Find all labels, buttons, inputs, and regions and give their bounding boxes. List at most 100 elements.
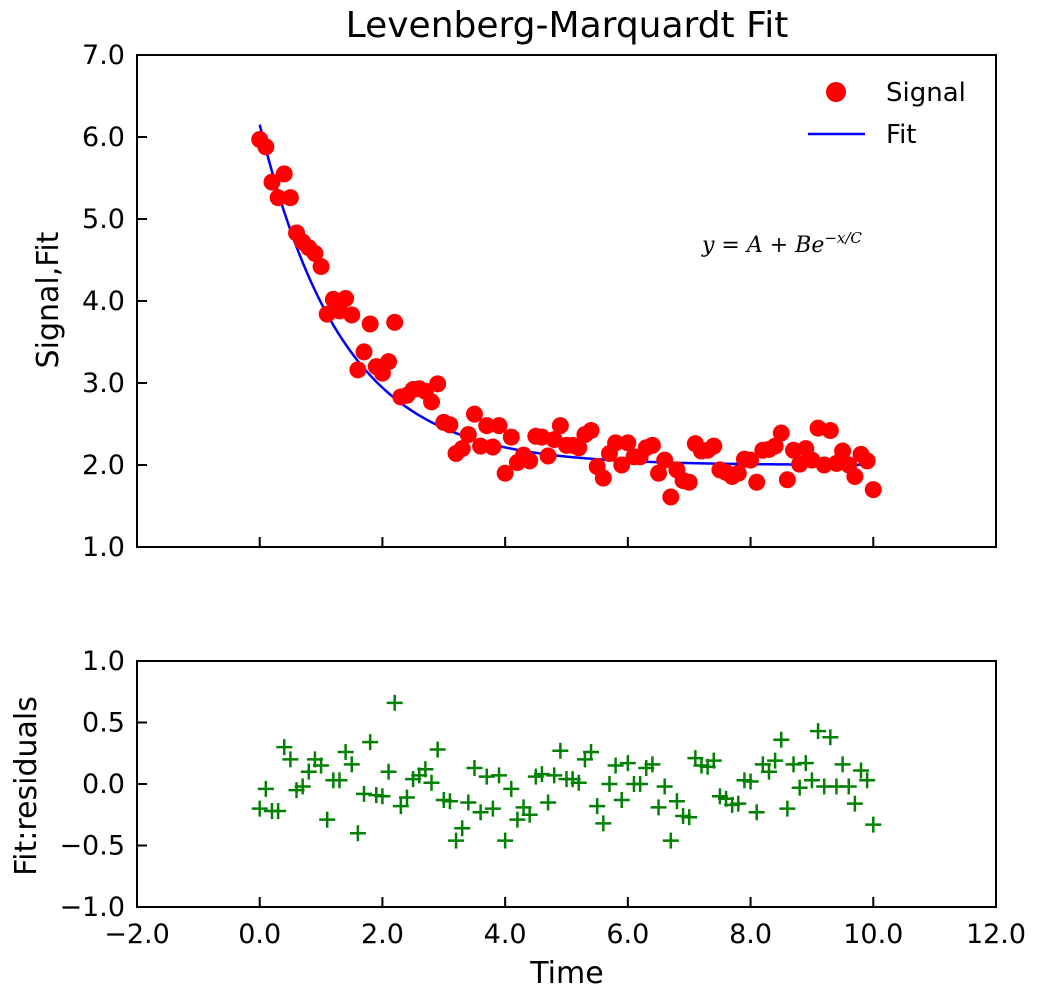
signal-point <box>582 422 600 440</box>
signal-point <box>459 426 477 444</box>
residual-point <box>466 760 483 777</box>
residual-point <box>454 820 471 837</box>
legend-signal-label: Signal <box>886 78 966 108</box>
signal-fit-panel: Levenberg-Marquardt Fit Signal,Fit 1.0 2.… <box>31 5 997 563</box>
residual-point <box>822 729 839 746</box>
signal-point <box>619 434 637 452</box>
residual-point <box>570 774 587 791</box>
residual-point <box>632 776 649 792</box>
signal-points-group <box>251 130 882 506</box>
signal-point <box>275 165 293 183</box>
signal-point <box>680 473 698 491</box>
chart-title: Levenberg-Marquardt Fit <box>346 5 789 46</box>
residual-point <box>362 734 379 751</box>
signal-point <box>650 464 668 482</box>
residual-point <box>460 794 477 811</box>
equation-exponent: −x/C <box>824 229 862 247</box>
residual-point <box>595 815 612 832</box>
y-tick-label-bottom: −0.5 <box>59 831 125 862</box>
y-tick-label-top: 2.0 <box>82 450 125 481</box>
signal-point <box>429 375 447 393</box>
signal-point <box>361 315 379 333</box>
x-tick-label-bottom: 2.0 <box>361 919 404 950</box>
legend: Signal Fit <box>808 78 966 150</box>
signal-point <box>729 464 747 482</box>
signal-point <box>521 452 539 470</box>
signal-point <box>834 442 852 460</box>
residual-point <box>730 795 747 812</box>
residual-point <box>251 800 268 817</box>
residual-point <box>349 825 366 842</box>
x-axis-label-time: Time <box>529 956 603 991</box>
signal-point <box>662 488 680 506</box>
x-tick-label-bottom: 10.0 <box>843 919 903 950</box>
residual-point <box>276 739 293 756</box>
residual-point <box>681 809 698 826</box>
signal-point <box>821 422 839 440</box>
signal-point <box>607 434 625 452</box>
signal-point <box>423 393 441 411</box>
signal-point <box>778 471 796 489</box>
residuals-panel: Fit:residuals −1.0 −0.5 0.0 0.5 1.0 −2.0 0.0 2.… <box>9 646 1026 991</box>
residual-point <box>497 832 514 849</box>
residual-point <box>779 800 796 817</box>
residual-point <box>644 756 661 773</box>
signal-point <box>263 173 281 191</box>
signal-point <box>343 306 361 324</box>
residual-point <box>773 731 790 748</box>
signal-point <box>281 189 299 207</box>
residual-point <box>374 788 391 805</box>
y-tick-label-bottom: 0.0 <box>82 769 125 800</box>
residual-point <box>294 778 311 795</box>
signal-point <box>257 138 275 156</box>
residual-point <box>429 741 446 758</box>
x-tick-label-bottom: −2.0 <box>104 919 170 950</box>
residual-point <box>521 806 538 823</box>
signal-point <box>312 258 330 276</box>
signal-point <box>570 439 588 457</box>
signal-point <box>465 405 483 423</box>
x-tick-label-bottom: 4.0 <box>484 919 527 950</box>
signal-point <box>453 440 471 458</box>
residual-point <box>540 794 557 811</box>
residual-point <box>417 761 434 778</box>
residual-point <box>380 763 397 780</box>
signal-point <box>772 424 790 442</box>
signal-point <box>551 417 569 435</box>
residual-point <box>601 776 618 792</box>
residual-point <box>337 744 354 761</box>
y-tick-label-top: 1.0 <box>82 532 125 563</box>
signal-point <box>355 343 373 361</box>
equation-main: y = A + Be <box>701 233 824 258</box>
residual-point <box>552 742 569 759</box>
residual-point <box>760 763 777 780</box>
signal-point <box>490 417 508 435</box>
residual-point <box>319 811 336 828</box>
signal-point <box>386 313 404 331</box>
signal-point <box>656 451 674 469</box>
residual-point <box>619 755 636 772</box>
residual-point <box>343 756 360 773</box>
residual-point <box>257 780 274 797</box>
residual-point <box>810 723 827 740</box>
residual-point <box>386 694 403 711</box>
signal-point <box>349 361 367 379</box>
signal-point <box>643 436 661 454</box>
signal-point <box>306 244 324 262</box>
y-axis-label-residuals: Fit:residuals <box>9 696 44 876</box>
residual-point <box>650 799 667 816</box>
residual-point <box>270 803 287 820</box>
residual-point <box>840 778 857 795</box>
y-tick-label-bottom: −1.0 <box>59 892 125 923</box>
residual-point <box>484 800 501 817</box>
residual-point <box>503 780 520 797</box>
residual-point <box>791 779 808 796</box>
signal-point <box>846 467 864 485</box>
y-tick-label-top: 3.0 <box>82 368 125 399</box>
residual-point <box>583 744 600 761</box>
residual-point <box>589 798 606 815</box>
signal-point <box>441 416 459 434</box>
residual-point <box>748 804 765 821</box>
residual-point <box>392 798 409 815</box>
